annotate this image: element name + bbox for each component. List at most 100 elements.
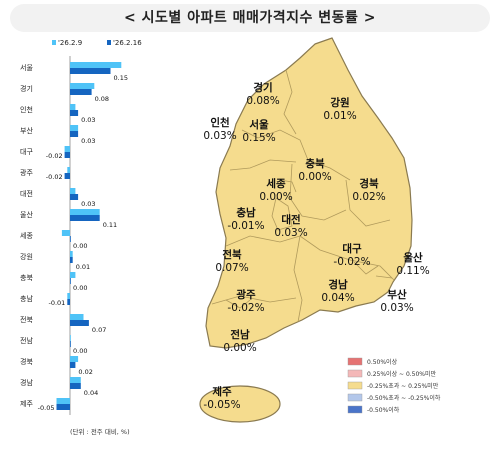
region-value-ulsan: 0.11%	[396, 265, 429, 277]
bar-row: 울산 0.11	[20, 209, 117, 229]
category-label: 경남	[20, 378, 33, 387]
legend-swatch-1	[52, 40, 56, 45]
region-name-gyeongbuk: 경북	[359, 177, 379, 190]
region-value-jeonnam: 0.00%	[223, 342, 256, 354]
bar-prev-week	[70, 83, 95, 89]
map-legend-swatch	[347, 405, 363, 414]
jeju-island-shape	[199, 385, 281, 423]
bar-prev-week	[70, 251, 73, 257]
category-label: 충남	[20, 294, 33, 303]
region-name-daejeon: 대전	[281, 213, 300, 226]
value-label: 0.00	[73, 347, 87, 355]
region-name-gwangju: 광주	[236, 289, 256, 301]
bar-row: 경북 0.02	[20, 356, 93, 376]
value-label: 0.04	[84, 389, 98, 397]
bar-row: 전북 0.07	[20, 314, 106, 334]
region-value-gangwon: 0.01%	[323, 110, 356, 122]
bar-prev-week	[64, 146, 70, 152]
korea-map: 경기0.08% 강원0.01%인천0.03%서울0.15%충북0.00%세종0.0…	[199, 37, 441, 423]
category-label: 인천	[20, 105, 33, 114]
region-name-chungnam: 충남	[236, 206, 256, 219]
category-label: 대구	[20, 148, 33, 156]
map-legend: 0.50%이상 0.25%이상 ~ 0.50%미만 -0.25%초과 ~ 0.25%…	[347, 357, 441, 414]
bar-row: 대전 0.03	[20, 188, 96, 208]
value-label: 0.07	[92, 326, 106, 334]
value-label: 0.11	[103, 221, 117, 229]
bar-this-week	[70, 194, 79, 200]
bar-this-week	[64, 152, 70, 158]
region-name-incheon: 인천	[210, 116, 229, 129]
region-name-sejong: 세종	[266, 177, 286, 190]
region-value-incheon: 0.03%	[203, 130, 236, 142]
bar-this-week	[70, 215, 100, 221]
region-value-seoul: 0.15%	[242, 132, 275, 144]
map-legend-label: 0.50%이상	[367, 358, 398, 366]
bar-row: 인천 0.03	[20, 104, 96, 124]
value-label: 0.03	[81, 116, 95, 124]
region-name-gyeonggi: 경기	[253, 81, 272, 94]
map-legend-label: -0.50%이하	[367, 406, 400, 414]
region-value-chungbuk: 0.00%	[298, 171, 331, 183]
bar-row: 경기 0.08	[20, 83, 109, 103]
bar-row: 대구 -0.02	[20, 146, 70, 160]
bar-this-week	[70, 68, 111, 74]
value-label: 0.08	[95, 95, 109, 103]
map-legend-label: -0.25%초과 ~ 0.25%미만	[367, 382, 439, 390]
category-label: 세종	[20, 231, 33, 240]
bar-this-week	[70, 362, 76, 368]
chart-legend: '26.2.9 '26.2.16	[52, 39, 142, 47]
map-legend-label: -0.50%초과 ~ -0.25%이하	[367, 394, 441, 402]
value-label: 0.01	[76, 263, 90, 271]
page-title: < 시도별 아파트 매매가격지수 변동률 >	[10, 4, 490, 32]
value-label: 0.02	[78, 368, 92, 376]
region-name-chungbuk: 충북	[305, 157, 325, 170]
legend-label-1: '26.2.9	[58, 39, 82, 47]
map-legend-label: 0.25%이상 ~ 0.50%미만	[367, 370, 437, 378]
category-label: 서울	[20, 63, 33, 72]
bar-row: 강원 0.01	[20, 251, 90, 271]
bar-rows: 서울 0.15 경기 0.08 인천 0.03 부산 0.03 대구 -0.02 광주 -0.02 대전…	[20, 62, 128, 412]
map-legend-swatch	[347, 393, 363, 402]
category-label: 경기	[20, 84, 33, 93]
map-legend-swatch	[347, 357, 363, 366]
map-legend-swatch	[347, 381, 363, 390]
value-label: 0.03	[81, 137, 95, 145]
unit-note: (단위 : 전주 대비, %)	[70, 428, 130, 436]
region-name-jeonbuk: 전북	[222, 248, 242, 261]
bar-row: 서울 0.15	[20, 62, 128, 82]
bar-chart: '26.2.9 '26.2.16 서울 0.15 경기 0.08 인천 0.03 부산 0.03…	[20, 39, 142, 415]
bar-prev-week	[70, 377, 81, 383]
bar-this-week	[70, 257, 73, 263]
region-name-daegu: 대구	[342, 242, 362, 255]
bar-row: 광주 -0.02	[20, 167, 70, 181]
bar-row: 부산 0.03	[20, 125, 96, 145]
bar-this-week	[70, 278, 71, 284]
value-label: -0.02	[46, 173, 63, 181]
bar-row: 제주 -0.05	[20, 398, 70, 412]
region-name-jeju: 제주	[212, 385, 232, 398]
category-label: 제주	[20, 400, 33, 408]
bar-this-week	[70, 320, 89, 326]
region-name-gangwon: 강원	[330, 96, 349, 109]
map-legend-swatch	[347, 369, 363, 378]
bar-prev-week	[67, 293, 70, 299]
region-borders	[211, 69, 395, 323]
region-value-gwangju: -0.02%	[227, 302, 264, 314]
region-name-gyeongnam: 경남	[328, 278, 348, 291]
region-name-seoul: 서울	[249, 118, 269, 131]
category-label: 대전	[20, 189, 33, 198]
category-label: 울산	[20, 210, 33, 219]
bar-row: 전남 0.00	[20, 335, 87, 355]
value-label: -0.02	[46, 152, 63, 160]
bar-this-week	[67, 299, 70, 305]
bar-prev-week	[70, 125, 79, 131]
category-label: 강원	[20, 252, 33, 261]
bar-row: 세종 0.00	[20, 230, 87, 250]
category-label: 충북	[20, 273, 33, 282]
bar-this-week	[70, 341, 71, 347]
value-label: 0.00	[73, 242, 87, 250]
value-label: -0.05	[38, 404, 55, 412]
value-label: 0.00	[73, 284, 87, 292]
category-label: 전남	[20, 336, 33, 345]
region-name-jeonnam: 전남	[230, 328, 250, 341]
